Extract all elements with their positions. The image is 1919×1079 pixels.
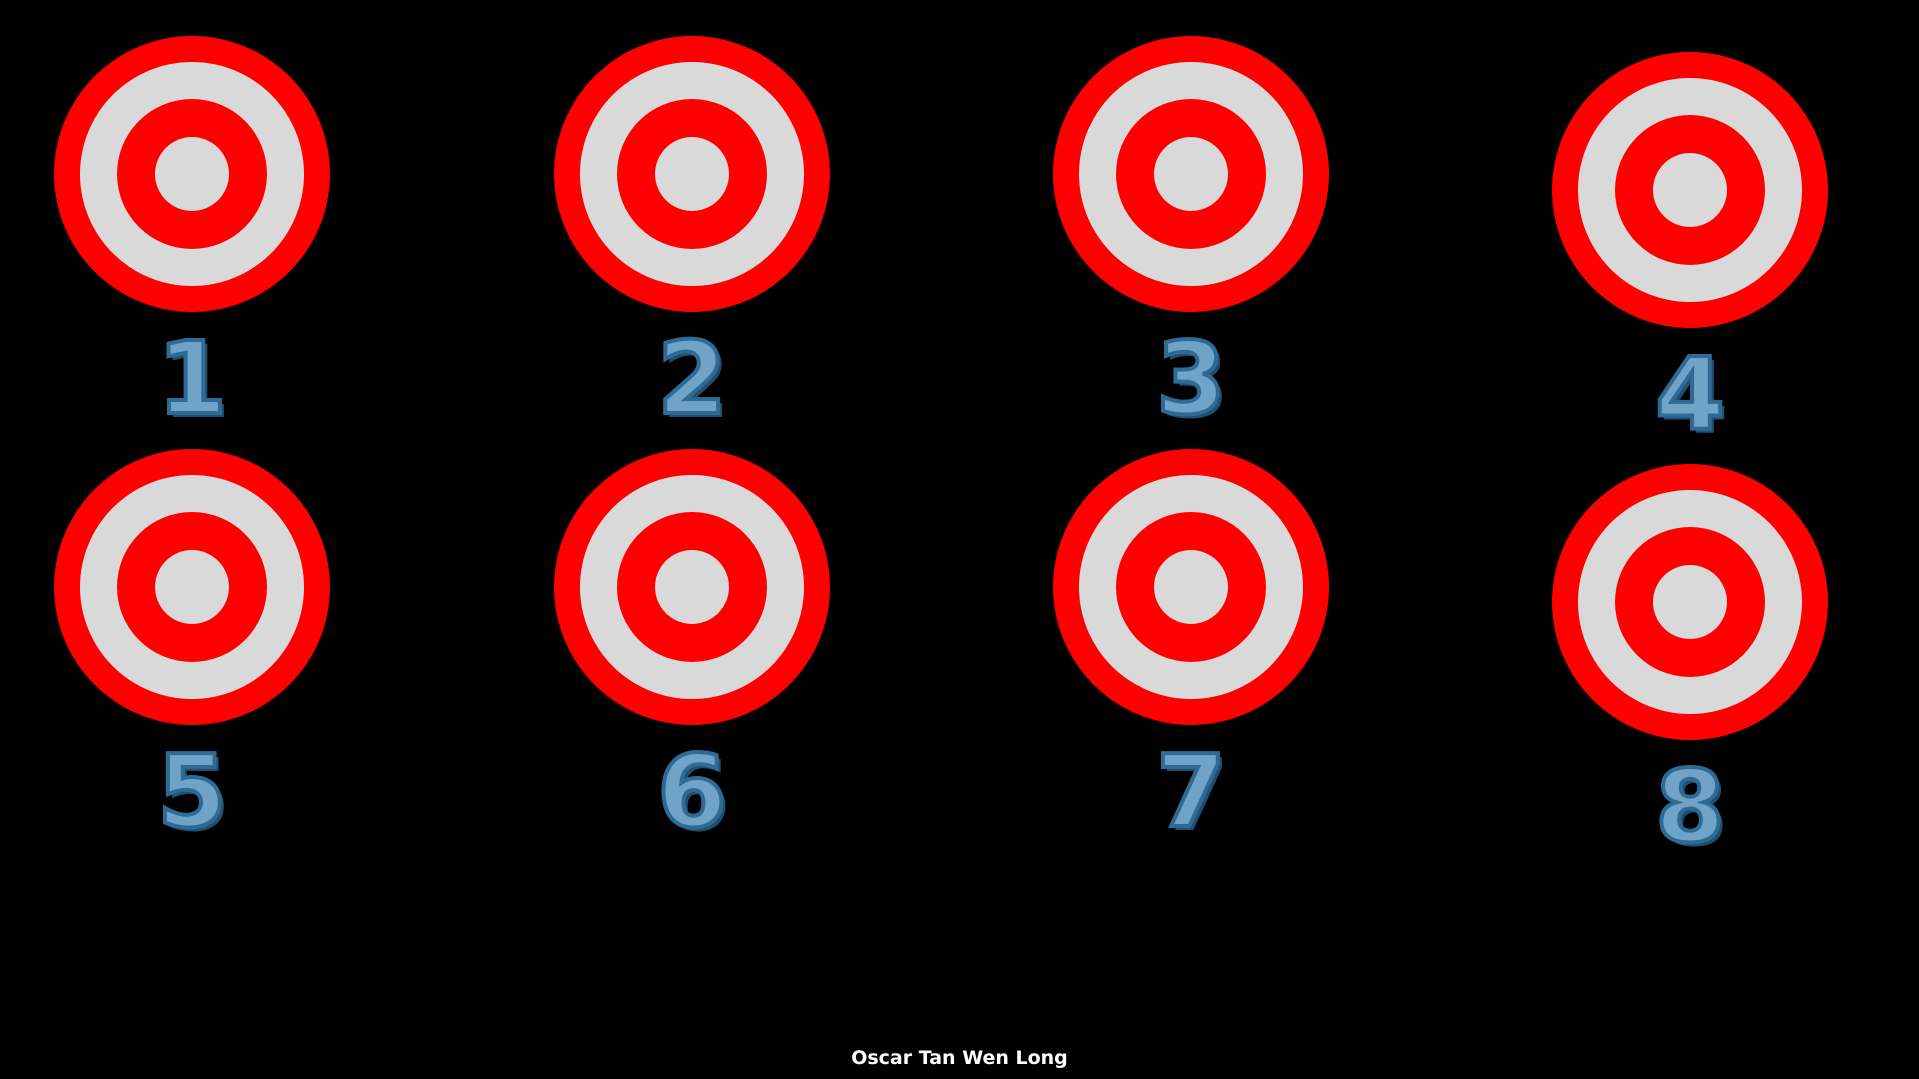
bullseye-icon	[554, 449, 830, 725]
target-number: 7	[1154, 733, 1228, 850]
target-number: 8	[1653, 748, 1727, 865]
target-4[interactable]: 4	[1550, 50, 1830, 470]
credit-text: Oscar Tan Wen Long	[851, 1047, 1068, 1069]
bullseye-icon	[54, 36, 330, 312]
target-6[interactable]: 6	[552, 447, 832, 867]
target-number: 6	[655, 733, 729, 850]
bullseye-icon	[54, 449, 330, 725]
bullseye-icon	[1552, 52, 1828, 328]
target-2[interactable]: 2	[552, 34, 832, 454]
target-number: 1	[155, 320, 229, 437]
target-8[interactable]: 8	[1550, 462, 1830, 882]
target-number: 2	[655, 320, 729, 437]
target-5[interactable]: 5	[52, 447, 332, 867]
bullseye-icon	[1053, 449, 1329, 725]
target-number: 3	[1154, 320, 1228, 437]
bullseye-icon	[1552, 464, 1828, 740]
target-7[interactable]: 7	[1051, 447, 1331, 867]
target-1[interactable]: 1	[52, 34, 332, 454]
bullseye-icon	[1053, 36, 1329, 312]
bullseye-icon	[554, 36, 830, 312]
target-number: 4	[1653, 336, 1727, 453]
target-3[interactable]: 3	[1051, 34, 1331, 454]
target-number: 5	[155, 733, 229, 850]
